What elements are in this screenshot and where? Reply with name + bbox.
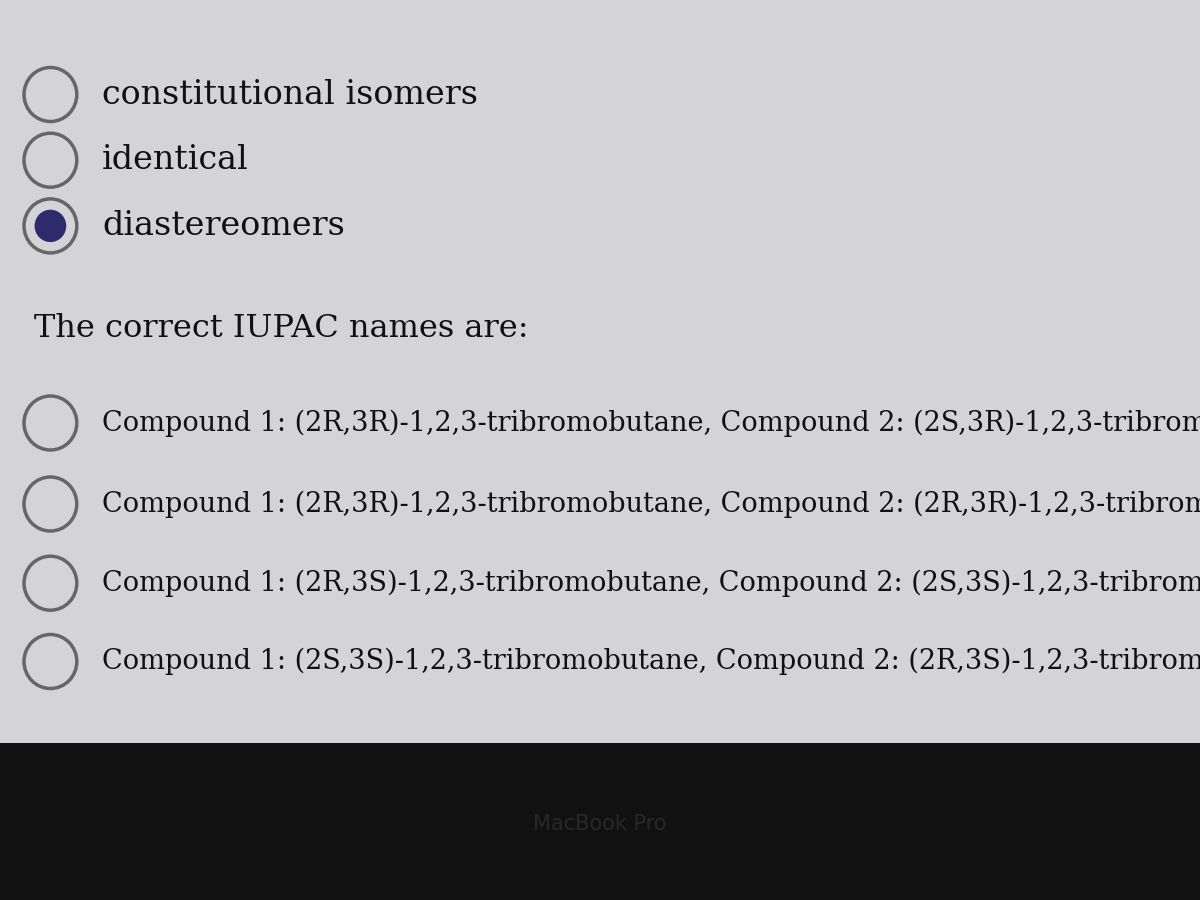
Text: identical: identical xyxy=(102,144,248,176)
Ellipse shape xyxy=(24,556,77,610)
Ellipse shape xyxy=(24,199,77,253)
Text: MacBook Pro: MacBook Pro xyxy=(533,814,667,833)
Text: Compound 1: (2R,3R)-1,2,3-tribromobutane, Compound 2: (2R,3R)-1,2,3-tribromobuta: Compound 1: (2R,3R)-1,2,3-tribromobutane… xyxy=(102,491,1200,518)
Ellipse shape xyxy=(24,68,77,122)
Bar xyxy=(0,742,1200,900)
Text: Compound 1: (2S,3S)-1,2,3-tribromobutane, Compound 2: (2R,3S)-1,2,3-tribromobuta: Compound 1: (2S,3S)-1,2,3-tribromobutane… xyxy=(102,648,1200,675)
Text: diastereomers: diastereomers xyxy=(102,210,344,242)
Ellipse shape xyxy=(24,396,77,450)
Text: The correct IUPAC names are:: The correct IUPAC names are: xyxy=(34,313,528,344)
Ellipse shape xyxy=(35,210,66,242)
Ellipse shape xyxy=(24,477,77,531)
Text: Compound 1: (2R,3S)-1,2,3-tribromobutane, Compound 2: (2S,3S)-1,2,3-tribromobuta: Compound 1: (2R,3S)-1,2,3-tribromobutane… xyxy=(102,570,1200,597)
Text: constitutional isomers: constitutional isomers xyxy=(102,78,478,111)
Ellipse shape xyxy=(24,634,77,688)
Text: Compound 1: (2R,3R)-1,2,3-tribromobutane, Compound 2: (2S,3R)-1,2,3-tribromobuta: Compound 1: (2R,3R)-1,2,3-tribromobutane… xyxy=(102,410,1200,436)
Bar xyxy=(0,0,1200,742)
Ellipse shape xyxy=(24,133,77,187)
